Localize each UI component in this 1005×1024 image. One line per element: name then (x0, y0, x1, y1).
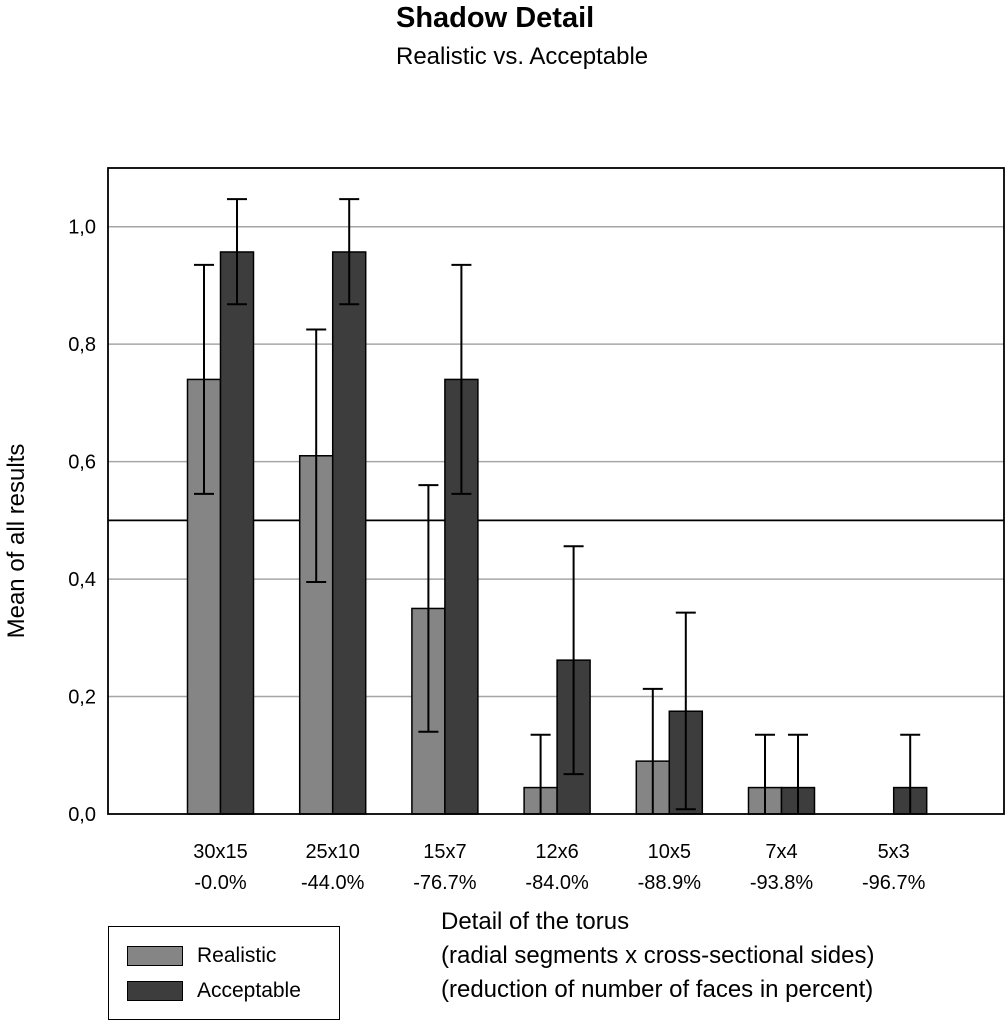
y-tick-label: 0,0 (68, 804, 96, 826)
y-axis-title: Mean of all results (3, 444, 30, 639)
legend-item-acceptable: Acceptable (127, 979, 301, 1002)
x-tick-label: 25x10 (305, 841, 360, 863)
x-tick-label: 15x7 (423, 841, 466, 863)
legend: Realistic Acceptable (108, 926, 340, 1020)
y-tick-label: 0,4 (68, 569, 96, 591)
plot-frame (107, 167, 1005, 815)
x-tick-sublabel: -76.7% (413, 872, 477, 894)
y-tick-label: 0,2 (68, 687, 96, 709)
y-tick-label: 0,6 (68, 452, 96, 474)
legend-label-acceptable: Acceptable (197, 979, 301, 1002)
x-tick-sublabel: -96.7% (862, 872, 926, 894)
x-axis-title-line-1: Detail of the torus (441, 908, 630, 935)
legend-label-realistic: Realistic (197, 944, 277, 967)
legend-item-realistic: Realistic (127, 944, 277, 967)
y-tick-label: 1,0 (68, 217, 96, 239)
chart-title: Shadow Detail (396, 2, 595, 34)
x-axis-title-line-2: (radial segments x cross-sectional sides… (441, 942, 875, 969)
x-axis-title-line-3: (reduction of number of faces in percent… (441, 976, 874, 1003)
y-tick-label: 0,8 (68, 334, 96, 356)
x-tick-label: 30x15 (193, 841, 248, 863)
legend-swatch-acceptable (127, 981, 183, 1001)
x-tick-label: 10x5 (648, 841, 691, 863)
legend-swatch-realistic (127, 946, 183, 966)
x-axis-title: Detail of the torus (radial segments x c… (441, 905, 875, 1007)
x-tick-sublabel: -88.9% (638, 872, 702, 894)
x-tick-sublabel: -93.8% (750, 872, 814, 894)
x-tick-label: 12x6 (535, 841, 578, 863)
x-tick-sublabel: -84.0% (525, 872, 589, 894)
x-tick-sublabel: -0.0% (194, 872, 246, 894)
x-tick-label: 7x4 (765, 841, 797, 863)
x-tick-label: 5x3 (878, 841, 910, 863)
bar-acceptable (331, 251, 367, 815)
bar-acceptable (219, 251, 255, 815)
x-tick-sublabel: -44.0% (301, 872, 365, 894)
chart-subtitle: Realistic vs. Acceptable (396, 43, 649, 70)
